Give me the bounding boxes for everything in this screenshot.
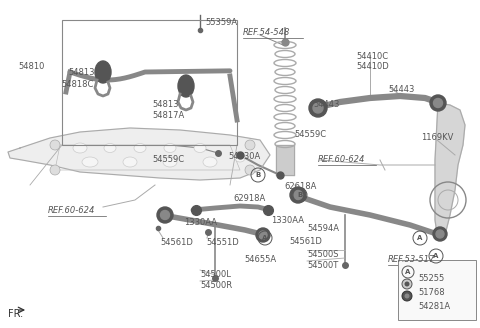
Circle shape	[245, 165, 255, 175]
Text: 54813: 54813	[68, 68, 95, 77]
Ellipse shape	[235, 154, 245, 162]
Text: A: A	[433, 253, 439, 259]
Ellipse shape	[134, 144, 146, 153]
Text: 54410D: 54410D	[356, 62, 389, 71]
Text: REF.60-624: REF.60-624	[48, 206, 96, 215]
Text: A: A	[417, 235, 423, 241]
Ellipse shape	[194, 144, 206, 153]
Text: 62618A: 62618A	[284, 182, 316, 191]
Text: 54500L: 54500L	[200, 270, 231, 279]
Text: FR.: FR.	[8, 309, 23, 319]
Ellipse shape	[430, 95, 446, 111]
Text: 54813: 54813	[152, 100, 179, 109]
Circle shape	[405, 281, 409, 286]
Circle shape	[405, 294, 409, 298]
Circle shape	[50, 165, 60, 175]
Text: 54443: 54443	[313, 100, 339, 109]
Text: 54655A: 54655A	[244, 255, 276, 264]
Ellipse shape	[160, 211, 169, 219]
Text: 54818C: 54818C	[61, 80, 94, 89]
Text: 54561D: 54561D	[289, 237, 322, 246]
Text: 54817A: 54817A	[152, 111, 184, 120]
Text: A: A	[262, 235, 268, 241]
Ellipse shape	[123, 157, 137, 167]
Text: 1169KV: 1169KV	[421, 133, 454, 142]
Ellipse shape	[178, 75, 194, 97]
Ellipse shape	[290, 187, 306, 203]
Text: REF.60-624: REF.60-624	[318, 155, 365, 164]
Text: 54500R: 54500R	[200, 281, 232, 290]
Text: 54551D: 54551D	[206, 238, 239, 247]
Ellipse shape	[82, 157, 98, 167]
Text: 54410C: 54410C	[356, 52, 388, 61]
Ellipse shape	[433, 98, 443, 108]
Text: 54561D: 54561D	[160, 238, 193, 247]
Circle shape	[50, 140, 60, 150]
Ellipse shape	[203, 157, 217, 167]
Text: 54559C: 54559C	[294, 130, 326, 139]
Bar	[62, 20, 237, 145]
Text: 62918A: 62918A	[233, 194, 265, 203]
Text: B: B	[255, 172, 261, 178]
Text: 54559C: 54559C	[152, 155, 184, 164]
Ellipse shape	[309, 99, 327, 117]
Text: 54443: 54443	[388, 85, 414, 94]
Ellipse shape	[259, 231, 267, 239]
Ellipse shape	[436, 230, 444, 238]
Text: B: B	[298, 192, 302, 198]
Text: 55255: 55255	[418, 274, 444, 283]
Ellipse shape	[95, 61, 111, 83]
Text: 51768: 51768	[418, 288, 444, 297]
Circle shape	[402, 291, 412, 301]
Text: 54830A: 54830A	[228, 152, 260, 161]
Ellipse shape	[73, 143, 87, 153]
Text: REF.54-548: REF.54-548	[243, 28, 290, 37]
Ellipse shape	[293, 191, 302, 199]
Text: REF.53-517: REF.53-517	[388, 255, 435, 264]
Ellipse shape	[157, 207, 173, 223]
Text: 54594A: 54594A	[307, 224, 339, 233]
Polygon shape	[8, 128, 270, 180]
Ellipse shape	[164, 144, 176, 153]
Text: 54500T: 54500T	[307, 261, 338, 270]
Text: 54281A: 54281A	[418, 302, 450, 311]
Ellipse shape	[433, 227, 447, 241]
Ellipse shape	[256, 228, 270, 242]
Text: 54500S: 54500S	[307, 250, 338, 259]
Text: 1330AA: 1330AA	[184, 218, 217, 227]
Ellipse shape	[104, 144, 116, 153]
Text: 54810: 54810	[18, 62, 44, 71]
Bar	[276, 145, 294, 175]
Bar	[398, 260, 476, 320]
Ellipse shape	[163, 157, 177, 167]
Circle shape	[402, 279, 412, 289]
Text: A: A	[405, 269, 411, 275]
Text: 55359A: 55359A	[205, 18, 237, 27]
Text: 1330AA: 1330AA	[271, 216, 304, 225]
Ellipse shape	[313, 103, 323, 113]
Polygon shape	[435, 103, 465, 240]
Circle shape	[245, 140, 255, 150]
